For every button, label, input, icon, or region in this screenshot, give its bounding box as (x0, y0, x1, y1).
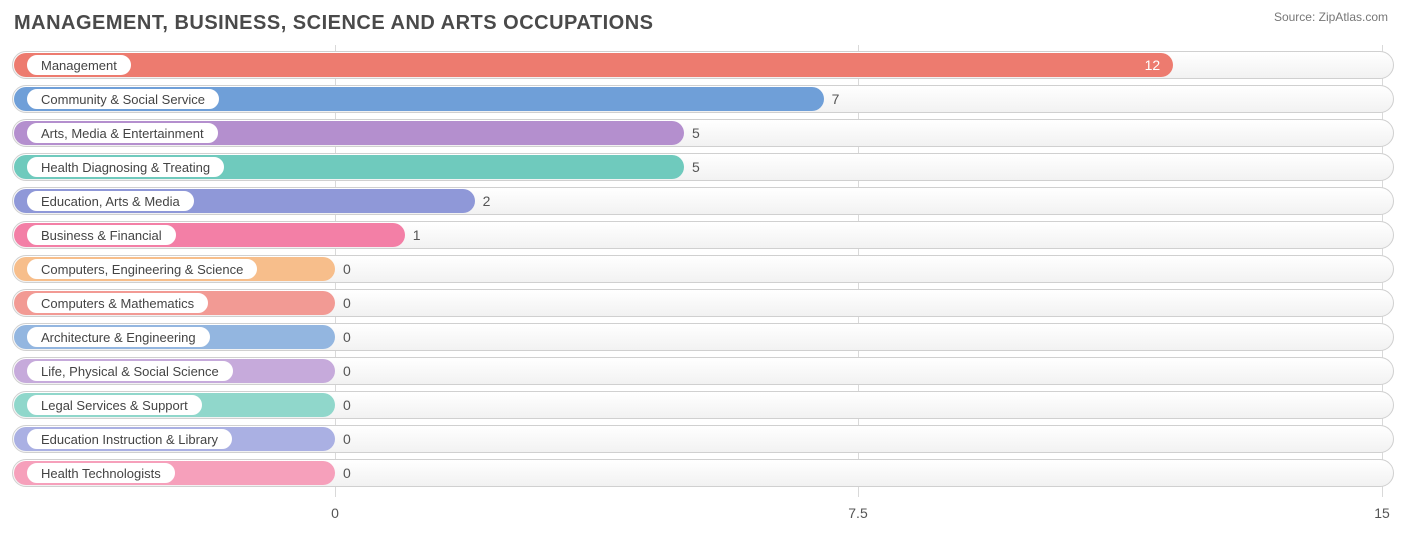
chart-source: Source: ZipAtlas.com (1274, 10, 1388, 24)
x-tick-label: 7.5 (848, 505, 867, 521)
category-pill: Computers, Engineering & Science (26, 258, 258, 280)
category-pill: Education, Arts & Media (26, 190, 195, 212)
category-pill: Management (26, 54, 132, 76)
bar-row: Education Instruction & Library 0 (12, 425, 1394, 453)
value-label: 5 (692, 119, 700, 147)
value-label: 0 (343, 425, 351, 453)
x-tick-label: 15 (1374, 505, 1390, 521)
category-pill: Education Instruction & Library (26, 428, 233, 450)
bar-fill (14, 53, 1173, 77)
category-pill: Business & Financial (26, 224, 177, 246)
bar-row: Education, Arts & Media 2 (12, 187, 1394, 215)
bar-row: Health Technologists 0 (12, 459, 1394, 487)
value-label: 2 (483, 187, 491, 215)
rows-container: Management12Community & Social Service7A… (12, 45, 1394, 497)
plot-area: Management12Community & Social Service7A… (12, 45, 1394, 535)
chart-container: MANAGEMENT, BUSINESS, SCIENCE AND ARTS O… (0, 0, 1406, 559)
value-label: 1 (413, 221, 421, 249)
category-pill: Legal Services & Support (26, 394, 203, 416)
bar-row: Arts, Media & Entertainment 5 (12, 119, 1394, 147)
source-name: ZipAtlas.com (1319, 10, 1388, 24)
value-label: 0 (343, 255, 351, 283)
value-label: 5 (692, 153, 700, 181)
value-label: 0 (343, 289, 351, 317)
category-pill: Health Technologists (26, 462, 176, 484)
category-pill: Health Diagnosing & Treating (26, 156, 225, 178)
chart-title: MANAGEMENT, BUSINESS, SCIENCE AND ARTS O… (14, 12, 1394, 35)
bar-row: Legal Services & Support 0 (12, 391, 1394, 419)
bar-row: Business & Financial 1 (12, 221, 1394, 249)
category-pill: Computers & Mathematics (26, 292, 209, 314)
value-label: 0 (343, 323, 351, 351)
value-label: 7 (832, 85, 840, 113)
bar-row: Community & Social Service 7 (12, 85, 1394, 113)
category-pill: Life, Physical & Social Science (26, 360, 234, 382)
bar-row: Life, Physical & Social Science 0 (12, 357, 1394, 385)
category-pill: Community & Social Service (26, 88, 220, 110)
bar-row: Health Diagnosing & Treating 5 (12, 153, 1394, 181)
bar-row: Architecture & Engineering 0 (12, 323, 1394, 351)
category-pill: Architecture & Engineering (26, 326, 211, 348)
bar-row: Management 12 (12, 51, 1394, 79)
bar-row: Computers, Engineering & Science 0 (12, 255, 1394, 283)
bar-row: Computers & Mathematics 0 (12, 289, 1394, 317)
value-label: 0 (343, 357, 351, 385)
source-prefix: Source: (1274, 10, 1319, 24)
x-tick-label: 0 (331, 505, 339, 521)
value-label: 0 (343, 391, 351, 419)
category-pill: Arts, Media & Entertainment (26, 122, 219, 144)
value-label: 12 (1145, 51, 1382, 79)
value-label: 0 (343, 459, 351, 487)
